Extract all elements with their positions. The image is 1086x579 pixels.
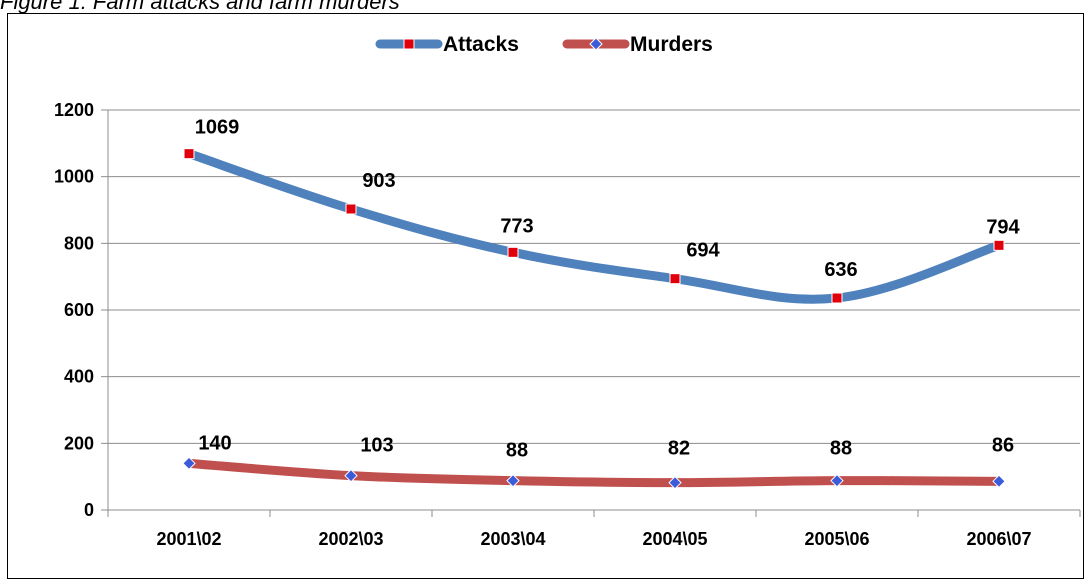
y-tick-label: 600 — [64, 300, 94, 320]
data-label: 694 — [686, 240, 720, 262]
data-point-marker — [506, 473, 520, 488]
legend: Attacks Murders — [375, 33, 713, 56]
data-label: 86 — [992, 434, 1014, 456]
data-point-marker — [993, 239, 1005, 251]
data-point-marker — [345, 203, 357, 215]
x-tick-label: 2004\05 — [642, 529, 707, 549]
y-tick-label: 400 — [64, 367, 94, 387]
series-lines — [182, 148, 1006, 490]
data-label: 82 — [668, 438, 690, 460]
legend-label: Murders — [630, 33, 713, 56]
data-point-marker — [589, 37, 603, 51]
legend-label: Attacks — [443, 33, 519, 56]
data-point-marker — [344, 468, 358, 483]
x-tick-label: 2006\07 — [966, 529, 1031, 549]
legend-item-murders: Murders — [562, 33, 713, 56]
data-point-marker — [668, 475, 682, 490]
data-point-marker — [831, 292, 843, 304]
data-label: 773 — [500, 215, 533, 237]
data-point-marker — [182, 456, 196, 471]
data-point-marker — [403, 38, 415, 50]
y-tick-label: 800 — [64, 233, 94, 253]
data-label: 794 — [986, 216, 1020, 238]
data-point-marker — [183, 148, 195, 160]
data-label: 88 — [506, 440, 528, 462]
legend-item-attacks: Attacks — [375, 33, 519, 56]
y-tick-label: 0 — [84, 500, 94, 520]
data-label: 1069 — [195, 117, 240, 139]
x-tick-label: 2005\06 — [804, 529, 869, 549]
data-label: 88 — [830, 438, 852, 460]
y-tick-label: 1200 — [54, 100, 94, 120]
data-label: 103 — [360, 435, 393, 457]
data-point-marker — [992, 474, 1006, 489]
series-line-attacks — [184, 149, 1004, 304]
figure-caption: Figure 1: Farm attacks and farm murders — [0, 0, 400, 14]
y-tick-label: 1000 — [54, 167, 94, 187]
data-label: 140 — [198, 432, 231, 454]
series-line-murders — [184, 458, 1004, 488]
y-tick-label: 200 — [64, 433, 94, 453]
data-point-marker — [669, 273, 681, 285]
data-point-marker — [507, 246, 519, 258]
axes: 0 200 400 600 800 1000 1200 2001\02 2002\03 2003\… — [54, 100, 1081, 549]
data-label: 903 — [362, 170, 395, 192]
x-tick-label: 2001\02 — [156, 529, 221, 549]
data-label: 636 — [824, 259, 857, 281]
data-labels: 1069 903 773 694 636 794 140 103 88 82 88 86 — [195, 117, 1021, 462]
x-tick-label: 2003\04 — [480, 529, 545, 549]
gridlines — [108, 109, 1080, 444]
data-point-marker — [830, 473, 844, 488]
x-tick-label: 2002\03 — [318, 529, 383, 549]
